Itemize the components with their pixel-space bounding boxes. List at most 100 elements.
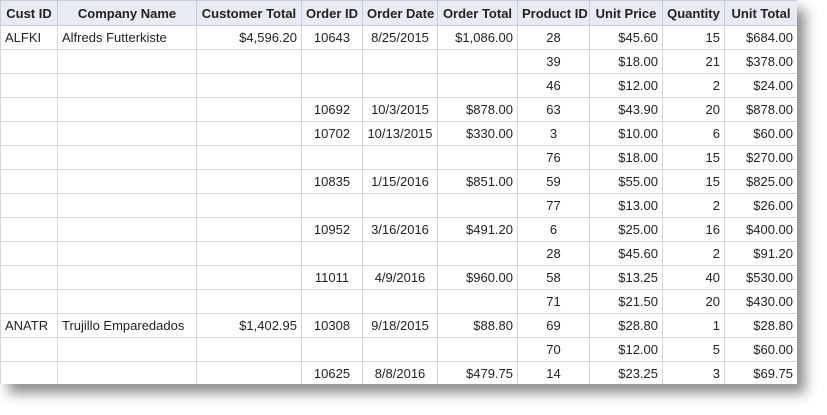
cell-product-id: 70	[517, 337, 590, 362]
cell-order-date	[362, 289, 438, 314]
cell-cust-id: ALFKI	[0, 25, 58, 50]
cell-order-id: 10835	[301, 169, 363, 194]
cell-cust-id	[0, 169, 58, 194]
cell-unit-price: $23.25	[589, 361, 663, 384]
cell-order-id	[301, 337, 363, 362]
cell-order-total: $479.75	[437, 361, 518, 384]
cell-unit-price: $45.60	[589, 25, 663, 50]
cell-company	[57, 49, 197, 74]
table-row: 46 $12.00 2 $24.00	[0, 73, 797, 98]
cell-company	[57, 193, 197, 218]
cell-unit-total: $24.00	[724, 73, 797, 98]
column-header-unit-total[interactable]: Unit Total	[724, 0, 797, 26]
cell-unit-total: $878.00	[724, 97, 797, 122]
table-row: 10952 3/16/2016 $491.20 6 $25.00 16 $400.00	[0, 217, 797, 242]
cell-order-id	[301, 145, 363, 170]
column-header-cust-id[interactable]: Cust ID	[0, 0, 58, 26]
cell-cust-total	[196, 337, 302, 362]
cell-quantity: 20	[662, 289, 725, 314]
cell-company	[57, 265, 197, 290]
cell-unit-price: $28.80	[589, 313, 663, 338]
cell-quantity: 3	[662, 361, 725, 384]
cell-unit-price: $25.00	[589, 217, 663, 242]
cell-cust-id	[0, 337, 58, 362]
cell-order-total	[437, 73, 518, 98]
cell-unit-price: $18.00	[589, 49, 663, 74]
cell-quantity: 1	[662, 313, 725, 338]
cell-product-id: 76	[517, 145, 590, 170]
table-row: 39 $18.00 21 $378.00	[0, 49, 797, 74]
cell-unit-price: $21.50	[589, 289, 663, 314]
cell-order-date: 1/15/2016	[362, 169, 438, 194]
table-row: 28 $45.60 2 $91.20	[0, 241, 797, 266]
cell-company: Alfreds Futterkiste	[57, 25, 197, 50]
orders-report-table: Cust ID Company Name Customer Total Order I…	[0, 0, 797, 384]
cell-cust-total: $4,596.20	[196, 25, 302, 50]
cell-company	[57, 97, 197, 122]
cell-company	[57, 121, 197, 146]
cell-quantity: 5	[662, 337, 725, 362]
column-header-unit-price[interactable]: Unit Price	[589, 0, 663, 26]
cell-order-date	[362, 49, 438, 74]
cell-order-total: $878.00	[437, 97, 518, 122]
table-row: 71 $21.50 20 $430.00	[0, 289, 797, 314]
cell-order-id: 10692	[301, 97, 363, 122]
cell-order-date: 4/9/2016	[362, 265, 438, 290]
cell-unit-price: $13.00	[589, 193, 663, 218]
cell-unit-price: $12.00	[589, 337, 663, 362]
cell-unit-price: $10.00	[589, 121, 663, 146]
cell-order-id	[301, 73, 363, 98]
cell-product-id: 58	[517, 265, 590, 290]
cell-cust-id	[0, 121, 58, 146]
cell-cust-total	[196, 97, 302, 122]
column-header-order-id[interactable]: Order ID	[301, 0, 363, 26]
cell-unit-price: $18.00	[589, 145, 663, 170]
cell-unit-total: $430.00	[724, 289, 797, 314]
cell-cust-id	[0, 265, 58, 290]
column-header-order-total[interactable]: Order Total	[437, 0, 518, 26]
cell-order-date: 8/25/2015	[362, 25, 438, 50]
column-header-product-id[interactable]: Product ID	[517, 0, 590, 26]
cell-product-id: 39	[517, 49, 590, 74]
cell-order-date	[362, 193, 438, 218]
cell-cust-id	[0, 145, 58, 170]
cell-unit-total: $825.00	[724, 169, 797, 194]
cell-order-total	[437, 49, 518, 74]
table-row: 77 $13.00 2 $26.00	[0, 193, 797, 218]
table-row: 11011 4/9/2016 $960.00 58 $13.25 40 $530.00	[0, 265, 797, 290]
cell-cust-total	[196, 289, 302, 314]
cell-order-id: 11011	[301, 265, 363, 290]
table-row: 10702 10/13/2015 $330.00 3 $10.00 6 $60.00	[0, 121, 797, 146]
cell-quantity: 21	[662, 49, 725, 74]
cell-product-id: 14	[517, 361, 590, 384]
cell-company: Trujillo Emparedados	[57, 313, 197, 338]
cell-order-total	[437, 289, 518, 314]
table-body: ALFKI Alfreds Futterkiste $4,596.20 10643 8/…	[0, 25, 797, 384]
column-header-cust-total[interactable]: Customer Total	[196, 0, 302, 26]
cell-unit-total: $60.00	[724, 121, 797, 146]
cell-order-id	[301, 241, 363, 266]
cell-cust-id	[0, 289, 58, 314]
cell-company	[57, 169, 197, 194]
cell-cust-total	[196, 73, 302, 98]
column-header-quantity[interactable]: Quantity	[662, 0, 725, 26]
cell-product-id: 46	[517, 73, 590, 98]
cell-unit-total: $69.75	[724, 361, 797, 384]
cell-product-id: 3	[517, 121, 590, 146]
cell-product-id: 28	[517, 241, 590, 266]
cell-order-id: 10643	[301, 25, 363, 50]
cell-cust-total	[196, 49, 302, 74]
report-grid-panel: Cust ID Company Name Customer Total Order I…	[0, 0, 797, 384]
cell-unit-total: $400.00	[724, 217, 797, 242]
cell-product-id: 77	[517, 193, 590, 218]
cell-cust-total	[196, 121, 302, 146]
cell-order-id	[301, 49, 363, 74]
cell-unit-total: $684.00	[724, 25, 797, 50]
column-header-company[interactable]: Company Name	[57, 0, 197, 26]
cell-product-id: 28	[517, 25, 590, 50]
cell-cust-id	[0, 217, 58, 242]
cell-order-total	[437, 241, 518, 266]
cell-order-total	[437, 337, 518, 362]
column-header-order-date[interactable]: Order Date	[362, 0, 438, 26]
cell-product-id: 6	[517, 217, 590, 242]
